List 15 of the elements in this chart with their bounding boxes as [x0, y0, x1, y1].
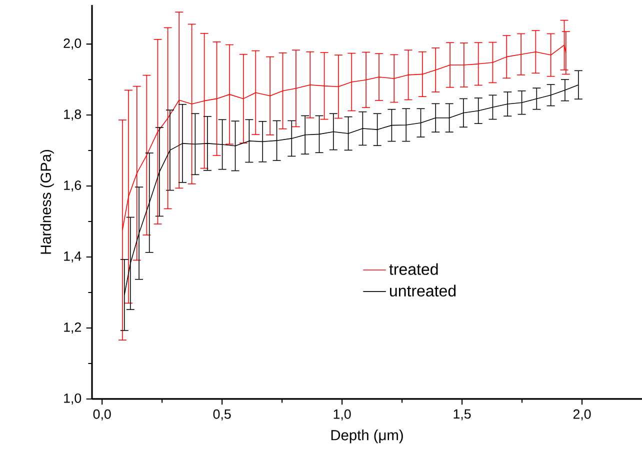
y-tick-label: 1,6 [64, 180, 82, 192]
legend-label: untreated [390, 284, 456, 297]
y-tick-label: 1,0 [64, 393, 82, 405]
y-axis-title: Hardness (GPa) [40, 150, 54, 254]
x-tick-label: 1,5 [454, 409, 471, 420]
y-tick-label: 1,8 [64, 110, 82, 121]
x-tick-label: 0,5 [213, 409, 231, 420]
legend-label: treated [389, 263, 438, 275]
x-tick-label: 1,0 [334, 409, 351, 420]
y-tick-label: 1,4 [64, 252, 82, 262]
x-tick-label: 0,0 [93, 409, 111, 420]
x-axis-title: Depth (μm) [331, 430, 403, 444]
y-tick-label: 2,0 [64, 38, 82, 50]
x-tick-label: 2,0 [573, 409, 591, 420]
y-tick-label: 1,2 [64, 322, 81, 334]
